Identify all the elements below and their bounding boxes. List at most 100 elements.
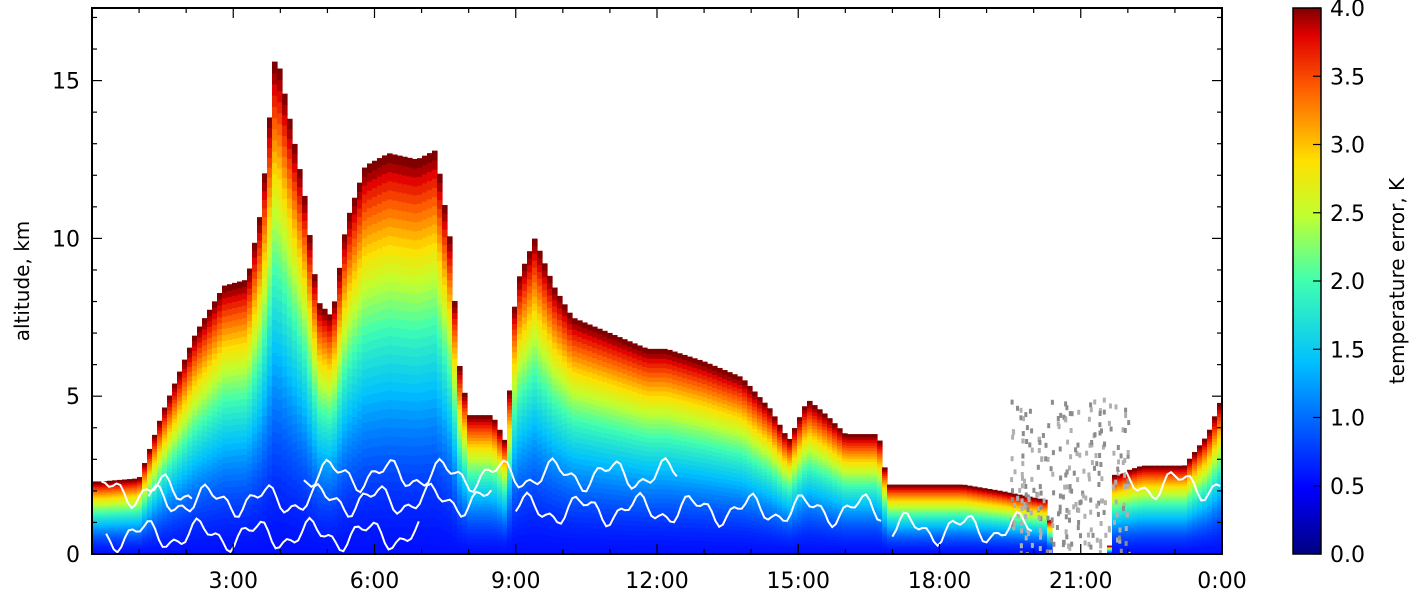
heatmap-cell bbox=[462, 455, 468, 460]
heatmap-cell bbox=[322, 542, 328, 550]
heatmap-cell bbox=[412, 329, 418, 340]
heatmap-cell bbox=[447, 474, 453, 483]
heatmap-cell bbox=[552, 408, 558, 416]
heatmap-cell bbox=[227, 394, 233, 402]
heatmap-cell bbox=[457, 365, 463, 371]
heatmap-cell bbox=[542, 540, 548, 548]
heatmap-cell bbox=[282, 522, 288, 534]
heatmap-cell bbox=[587, 475, 593, 482]
heatmap-cell bbox=[207, 387, 213, 394]
heatmap-cell bbox=[347, 212, 353, 222]
heatmap-cell bbox=[422, 155, 428, 166]
heatmap-cell bbox=[147, 453, 153, 457]
heatmap-cell bbox=[612, 354, 618, 361]
heatmap-cell bbox=[457, 506, 463, 512]
heatmap-cell bbox=[522, 270, 528, 278]
heatmap-cell bbox=[642, 366, 648, 372]
heatmap-cell bbox=[227, 351, 233, 359]
heatmap-cell bbox=[452, 352, 458, 360]
heatmap-cell bbox=[202, 409, 208, 416]
heatmap-cell bbox=[202, 441, 208, 448]
heatmap-cell bbox=[282, 459, 288, 471]
heatmap-cell bbox=[197, 435, 203, 441]
heatmap-cell bbox=[272, 61, 278, 74]
heatmap-cell bbox=[637, 459, 643, 465]
heatmap-cell bbox=[652, 381, 658, 387]
heatmap-cell bbox=[642, 478, 648, 485]
heatmap-cell bbox=[647, 404, 653, 411]
heatmap-cell bbox=[377, 203, 383, 213]
heatmap-cell bbox=[392, 544, 398, 554]
heatmap-cell bbox=[652, 353, 658, 359]
heatmap-cell bbox=[187, 483, 193, 489]
heatmap-cell bbox=[142, 533, 148, 536]
heatmap-cell bbox=[392, 426, 398, 437]
heatmap-cell bbox=[497, 534, 503, 538]
heatmap-cell bbox=[267, 474, 273, 486]
heatmap-cell bbox=[527, 381, 533, 390]
heatmap-cell bbox=[187, 361, 193, 367]
heatmap-cell bbox=[352, 238, 358, 247]
heatmap-cell bbox=[92, 529, 98, 532]
heatmap-cell bbox=[257, 393, 263, 402]
heatmap-cell bbox=[187, 539, 193, 546]
heatmap-cell bbox=[477, 550, 483, 554]
heatmap-cell bbox=[162, 450, 168, 455]
heatmap-cell bbox=[547, 440, 553, 448]
heatmap-cell bbox=[117, 513, 123, 516]
heatmap-cell bbox=[157, 423, 163, 428]
heatmap-cell bbox=[477, 481, 483, 486]
heatmap-cell bbox=[372, 393, 378, 403]
heatmap-cell bbox=[97, 542, 103, 545]
heatmap-cell bbox=[142, 506, 148, 510]
heatmap-cell bbox=[532, 389, 538, 397]
heatmap-cell bbox=[537, 429, 543, 438]
heatmap-cell bbox=[227, 302, 233, 310]
heatmap-cell bbox=[182, 509, 188, 515]
heatmap-cell bbox=[272, 408, 278, 421]
heatmap-cell bbox=[562, 383, 568, 391]
heatmap-cell bbox=[172, 519, 178, 524]
heatmap-cell bbox=[487, 547, 493, 552]
heatmap-cell bbox=[502, 504, 508, 508]
heatmap-cell bbox=[347, 344, 353, 353]
heatmap-cell bbox=[157, 438, 163, 443]
heatmap-cell bbox=[152, 453, 158, 458]
heatmap-cell bbox=[347, 360, 353, 369]
heatmap-cell bbox=[557, 413, 563, 420]
heatmap-cell bbox=[482, 449, 488, 454]
heatmap-cell bbox=[342, 532, 348, 541]
heatmap-cell bbox=[557, 501, 563, 508]
heatmap-cell bbox=[487, 535, 493, 539]
heatmap-cell bbox=[267, 137, 273, 148]
heatmap-cell bbox=[372, 241, 378, 251]
heatmap-cell bbox=[637, 364, 643, 370]
heatmap-cell bbox=[177, 429, 183, 435]
heatmap-cell bbox=[112, 513, 118, 517]
heatmap-cell bbox=[382, 282, 388, 292]
heatmap-cell bbox=[532, 432, 538, 440]
heatmap-cell bbox=[347, 522, 353, 532]
heatmap-cell bbox=[362, 474, 368, 485]
heatmap-cell bbox=[97, 491, 103, 494]
heatmap-cell bbox=[122, 528, 128, 531]
heatmap-cell bbox=[402, 274, 408, 284]
heatmap-cell bbox=[167, 499, 173, 505]
heatmap-cell bbox=[412, 419, 418, 429]
heatmap-cell bbox=[412, 221, 418, 232]
heatmap-cell bbox=[502, 468, 508, 472]
heatmap-cell bbox=[517, 535, 523, 542]
heatmap-cell bbox=[247, 476, 253, 484]
heatmap-cell bbox=[427, 162, 433, 172]
heatmap-cell bbox=[502, 450, 508, 454]
heatmap-cell bbox=[192, 454, 198, 461]
heatmap-cell bbox=[112, 530, 118, 533]
heatmap-cell bbox=[152, 472, 158, 477]
heatmap-cell bbox=[92, 534, 98, 537]
heatmap-cell bbox=[657, 446, 663, 453]
heatmap-cell bbox=[387, 362, 393, 373]
heatmap-cell bbox=[557, 354, 563, 362]
heatmap-cell bbox=[257, 469, 263, 479]
heatmap-cell bbox=[192, 415, 198, 421]
heatmap-cell bbox=[227, 498, 233, 506]
